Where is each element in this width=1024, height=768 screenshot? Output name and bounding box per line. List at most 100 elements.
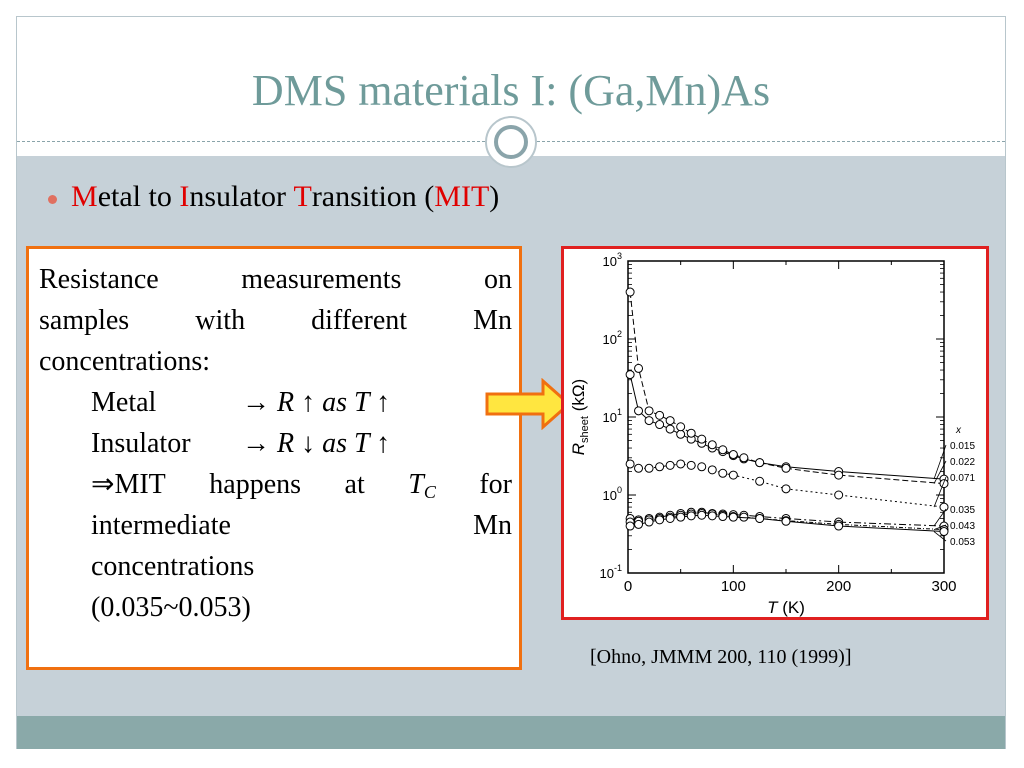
footer-bar [17, 716, 1005, 749]
data-point [781, 516, 791, 526]
data-point [728, 512, 738, 522]
data-point [655, 420, 665, 430]
mit-word-for: for [479, 469, 512, 500]
tc-subscript: C [423, 482, 436, 502]
data-point [634, 463, 644, 473]
data-point [718, 445, 728, 455]
x-axis-unit: (K) [778, 598, 805, 617]
data-point [718, 468, 728, 478]
y-tick-label: 101 [603, 407, 622, 425]
legend-leader [933, 444, 947, 480]
data-point [625, 370, 635, 380]
y-tick-exponent: 1 [617, 407, 622, 417]
legend-entry: 0.071 [950, 473, 975, 484]
concentrations-line: concentrations [91, 551, 255, 582]
legend-leader [933, 531, 947, 542]
data-point [739, 453, 749, 463]
divider-circle-inner [494, 125, 528, 159]
insulator-label: Insulator [91, 428, 191, 459]
data-point [686, 428, 696, 438]
data-point [728, 450, 738, 460]
data-point [665, 424, 675, 434]
legend-leader [933, 524, 947, 530]
legend-leader [933, 460, 947, 484]
data-point [728, 470, 738, 480]
data-point [644, 406, 654, 416]
data-point [781, 484, 791, 494]
data-point [939, 527, 949, 537]
bullet-acronym: MIT [434, 180, 490, 213]
tc-symbol: T [408, 469, 424, 500]
data-point [755, 476, 765, 486]
series-line [629, 374, 945, 480]
legend-entry: 0.053 [950, 537, 975, 548]
intro-line-1: Resistance measurements on [39, 264, 512, 295]
intro-line-3: concentrations: [39, 346, 211, 377]
resistance-plot-frame: 10-1 100 101 102 103 0 100 200 300 T (K) Rsheet (k… [561, 246, 989, 620]
data-point [634, 363, 644, 373]
bullet-text-metal: etal to [97, 180, 180, 213]
intro-line-2: samples with different Mn [39, 305, 512, 336]
bullet-text-transition: ransition ( [311, 180, 435, 213]
series-line [629, 463, 945, 508]
data-point [625, 287, 635, 297]
series-line [630, 512, 945, 531]
data-point [634, 406, 644, 416]
x-axis-symbol: T [767, 598, 779, 617]
series-line [630, 511, 945, 527]
y-tick-exponent: 3 [617, 251, 622, 261]
arrow-shape [485, 378, 571, 430]
x-tick-label: 300 [931, 578, 956, 595]
intermediate-word: intermediate [91, 510, 231, 541]
y-tick-exponent: -1 [614, 563, 622, 573]
data-point [707, 511, 717, 521]
legend-leader [933, 476, 947, 508]
data-point [644, 463, 654, 473]
data-point [634, 519, 644, 529]
data-point [686, 460, 696, 470]
y-axis-symbol: R [569, 443, 588, 455]
data-point [676, 422, 686, 432]
intro-paragraph: Resistance measurements on samples with … [39, 259, 512, 382]
data-point [707, 440, 717, 450]
data-point [655, 410, 665, 420]
data-point [697, 434, 707, 444]
data-point [755, 458, 765, 468]
data-point [834, 470, 844, 480]
data-point [665, 513, 675, 523]
data-point [625, 521, 635, 531]
plot-area [627, 260, 945, 574]
x-tick-label: 0 [624, 578, 632, 595]
data-point [644, 517, 654, 527]
mit-word-2: happens [209, 469, 302, 500]
data-point [718, 512, 728, 522]
data-point [676, 512, 686, 522]
y-axis-unit: (kΩ) [569, 379, 588, 416]
x-tick-label: 200 [826, 578, 851, 595]
series-line [629, 291, 945, 485]
y-tick-label: 102 [603, 329, 622, 347]
critical-temperature: TC [408, 464, 436, 513]
data-point [625, 459, 635, 469]
mn-word: Mn [473, 510, 512, 541]
y-tick-exponent: 2 [617, 329, 622, 339]
data-point [939, 479, 949, 489]
data-point [834, 490, 844, 500]
bullet-point: M etal to I nsulator T ransition ( MIT ) [48, 180, 499, 214]
mit-word-1: ⇒MIT [91, 469, 166, 500]
y-axis-subscript: sheet [579, 416, 591, 443]
legend-entry: 0.035 [950, 505, 975, 516]
slide-title: DMS materials I: (Ga,Mn)As [251, 66, 771, 115]
data-point [697, 510, 707, 520]
legend-entry: 0.022 [950, 457, 975, 468]
citation: [Ohno, JMMM 200, 110 (1999)] [590, 646, 852, 668]
data-point [676, 429, 686, 439]
explanation-textbox: Resistance measurements on samples with … [26, 246, 522, 670]
metal-label: Metal [91, 387, 157, 418]
y-axis-label: Rsheet (kΩ) [569, 379, 591, 455]
mit-word-3: at [344, 469, 365, 500]
data-point [755, 513, 765, 523]
data-point [697, 462, 707, 472]
bullet-close-paren: ) [489, 180, 500, 213]
metal-relation: → R ↑ as T ↑ [242, 387, 391, 418]
